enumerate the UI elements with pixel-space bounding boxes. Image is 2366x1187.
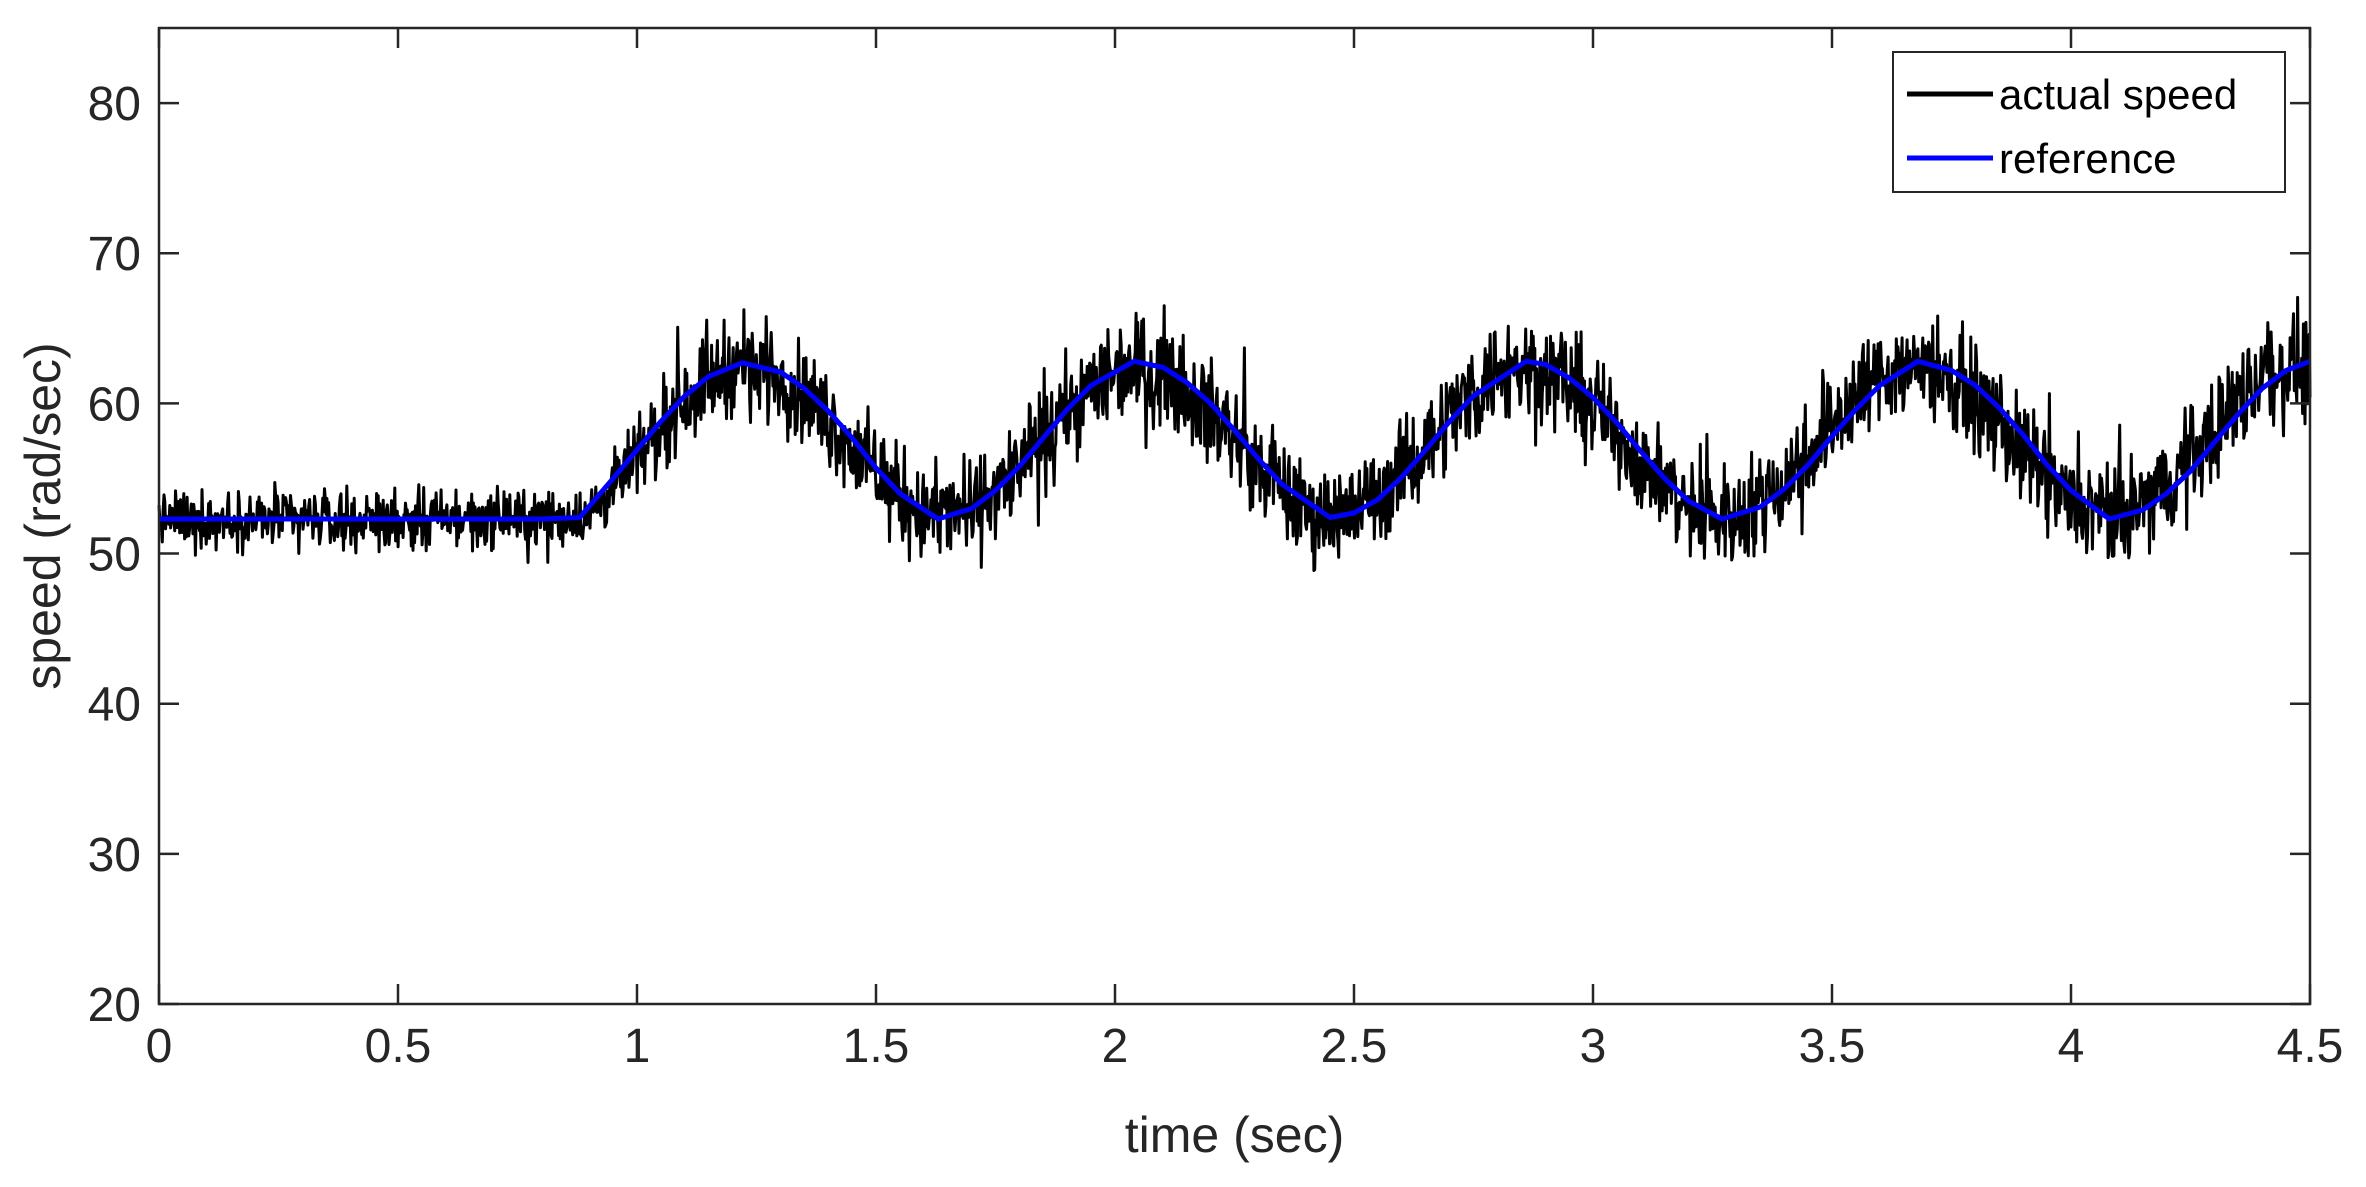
- series-line-actual-speed: [157, 295, 2312, 572]
- y-axis-label: speed (rad/sec): [15, 342, 71, 689]
- x-tick-label: 2: [1102, 1020, 1129, 1073]
- series-layer: [157, 295, 2312, 572]
- y-tick-label: 20: [88, 979, 141, 1032]
- series-line-reference: [159, 358, 2311, 522]
- x-tick-label: 0.5: [365, 1020, 432, 1073]
- y-tick-label: 30: [88, 829, 141, 882]
- y-tick-label: 80: [88, 78, 141, 131]
- y-tick-label: 70: [88, 228, 141, 281]
- x-tick-label: 4.5: [2277, 1020, 2344, 1073]
- y-tick-label: 50: [88, 529, 141, 582]
- legend: actual speed reference: [1892, 51, 2286, 193]
- plot-frame: [157, 26, 2312, 1006]
- x-tick-label: 0: [146, 1020, 173, 1073]
- legend-label: reference: [1999, 135, 2176, 182]
- x-tick-label: 3: [1580, 1020, 1607, 1073]
- legend-box: [1892, 51, 2286, 193]
- x-tick-label: 3.5: [1799, 1020, 1866, 1073]
- y-tick-label: 40: [88, 679, 141, 732]
- x-tick-label: 1.5: [843, 1020, 910, 1073]
- x-axis-label: time (sec): [1125, 1107, 1344, 1163]
- x-tick-label: 1: [624, 1020, 651, 1073]
- y-tick-label: 60: [88, 378, 141, 431]
- tick-layer: 0 0.5 1 1.5 2 2.5 3 3.5 4 4.5 20 30 40 50 60 70 80: [88, 28, 2344, 1073]
- x-tick-label: 4: [2058, 1020, 2085, 1073]
- x-tick-label: 2.5: [1321, 1020, 1388, 1073]
- legend-label: actual speed: [1999, 71, 2237, 118]
